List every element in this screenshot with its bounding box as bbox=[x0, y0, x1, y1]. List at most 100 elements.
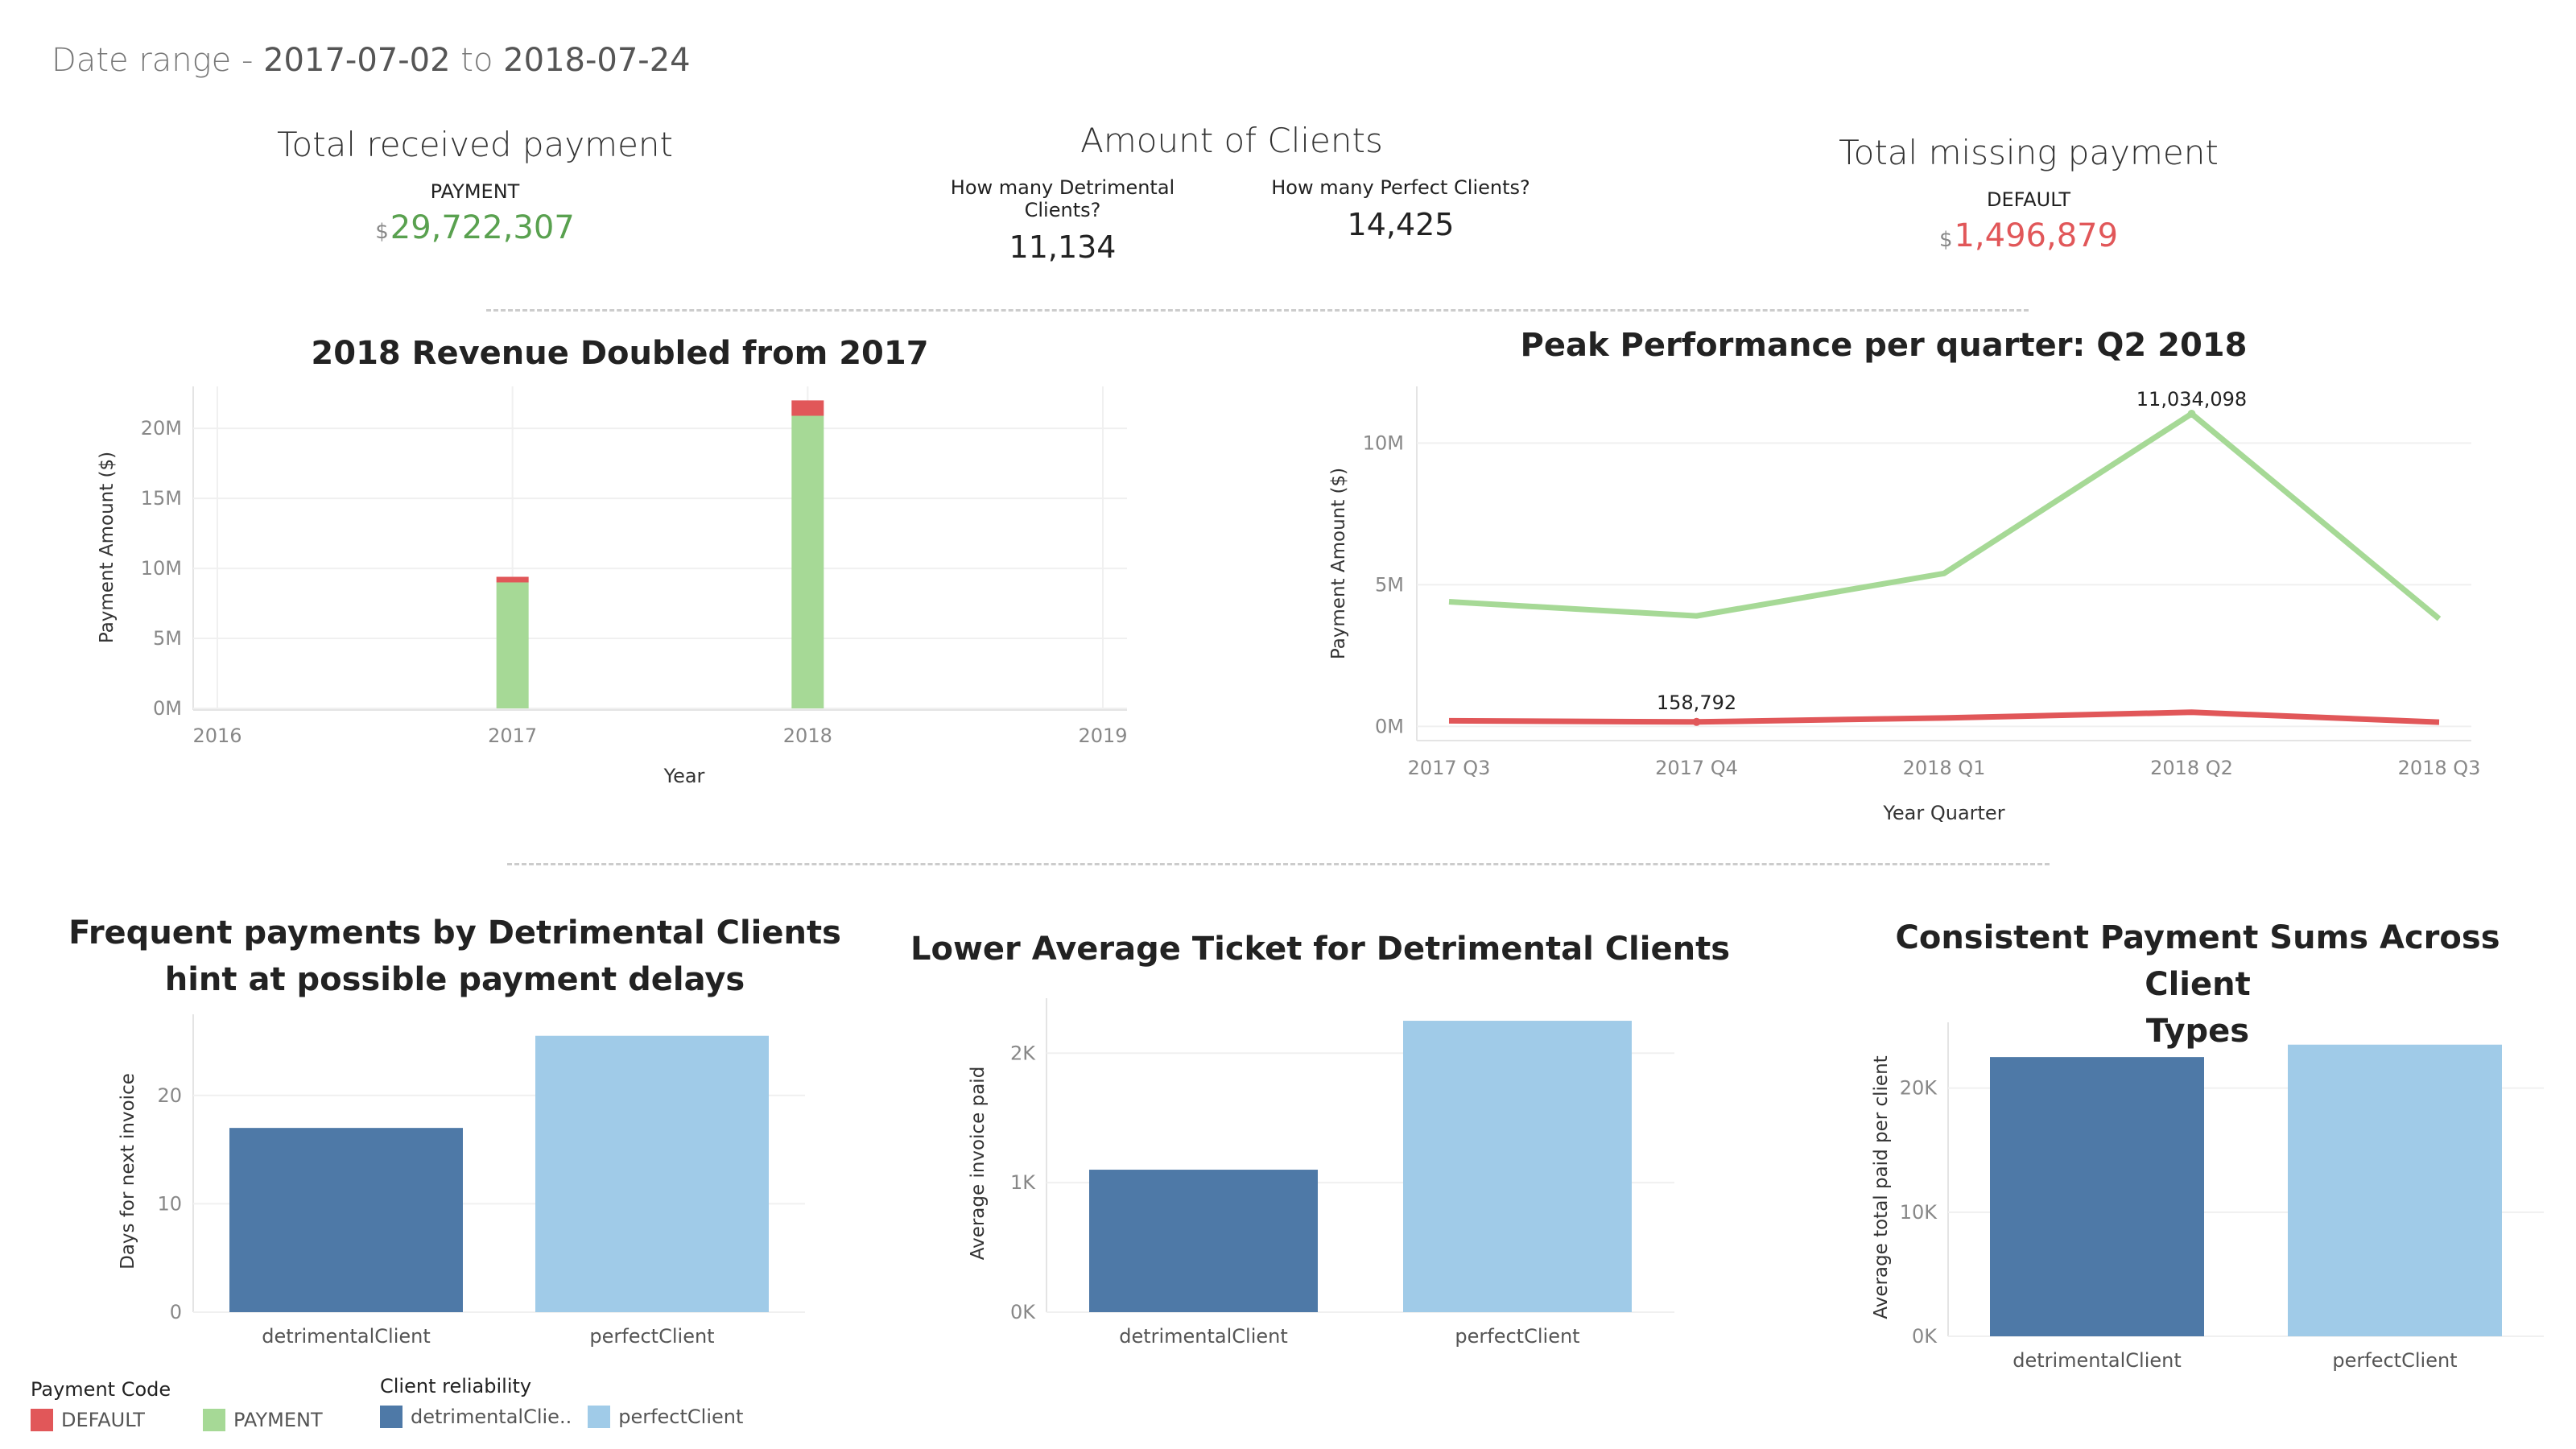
annotation-point bbox=[2187, 409, 2196, 418]
y-axis-label: Average total paid per client bbox=[1871, 1055, 1892, 1319]
x-tick-label: perfectClient bbox=[1455, 1325, 1579, 1348]
series-line-payment bbox=[1448, 411, 2442, 621]
x-tick-label: 2018 Q3 bbox=[2398, 757, 2481, 779]
x-tick-label: detrimentalClient bbox=[262, 1325, 431, 1348]
y-tick-label: 10 bbox=[157, 1192, 182, 1215]
y-axis-label: Payment Amount ($) bbox=[1328, 468, 1349, 659]
x-tick-label: 2018 Q2 bbox=[2150, 757, 2233, 779]
y-tick-label: 0 bbox=[170, 1301, 182, 1323]
y-tick-label: 20M bbox=[141, 417, 182, 440]
legend-detrimental-swatch bbox=[380, 1406, 402, 1428]
x-tick-label: detrimentalClient bbox=[1119, 1325, 1288, 1348]
chart-title-line: Frequent payments by Detrimental Clients bbox=[68, 914, 841, 952]
kpi-perfect-value: 14,425 bbox=[1347, 207, 1455, 242]
kpi-received: Total received payment PAYMENT $29,722,3… bbox=[258, 125, 692, 246]
date-range: Date range - 2017-07-02 to 2018-07-24 bbox=[52, 42, 691, 79]
chart-average-invoice: 0K 1K 2K detrimentalClient perfectClient Aver… bbox=[968, 998, 1674, 1348]
legend-payment-swatch bbox=[202, 1409, 225, 1431]
kpi-clients-title: Amount of Clients bbox=[1080, 121, 1383, 160]
chart-sums-title: Consistent Payment Sums Across Client Typ… bbox=[1852, 914, 2544, 1055]
kpi-missing-value: 1,496,879 bbox=[1954, 217, 2119, 254]
chart-title-line: Lower Average Ticket for Detrimental Cli… bbox=[910, 931, 1731, 968]
legend-payment-label: PAYMENT bbox=[233, 1409, 323, 1431]
y-axis-label: Payment Amount ($) bbox=[97, 452, 118, 643]
x-tick-label: 2016 bbox=[192, 724, 242, 747]
bar-default bbox=[496, 576, 529, 583]
data-label: 11,034,098 bbox=[2136, 388, 2247, 411]
y-tick-label: 2K bbox=[1010, 1042, 1036, 1064]
bar-perfectClient bbox=[1403, 1021, 1632, 1312]
y-tick-label: 0K bbox=[1010, 1301, 1036, 1323]
kpi-detrimental-label: How many Detrimental Clients? bbox=[950, 176, 1175, 221]
chart-title-line: Types bbox=[2145, 1013, 2250, 1050]
y-tick-label: 0K bbox=[1912, 1325, 1938, 1348]
x-tick-label: 2017 Q4 bbox=[1655, 757, 1738, 779]
chart-days-for-next-invoice: 0 10 20 detrimentalClient perfectClient Days … bbox=[118, 1014, 805, 1348]
y-tick-label: 1K bbox=[1010, 1171, 1036, 1194]
kpi-perfect-label: How many Perfect Clients? bbox=[1271, 176, 1530, 199]
bar-perfectClient bbox=[2288, 1044, 2502, 1336]
divider-top bbox=[486, 309, 2029, 312]
series-line-default bbox=[1448, 709, 2440, 725]
end-date: 2018-07-24 bbox=[503, 42, 691, 79]
bar-detrimentalClient bbox=[1990, 1057, 2204, 1336]
x-tick-label: detrimentalClient bbox=[2013, 1349, 2182, 1372]
x-axis-label: Year Quarter bbox=[1882, 802, 2004, 824]
kpi-missing-title: Total missing payment bbox=[1839, 133, 2219, 172]
legend-default-swatch bbox=[31, 1409, 53, 1431]
legend-default-label: DEFAULT bbox=[61, 1409, 145, 1431]
legend-payment-code: Payment Code DEFAULT PAYMENT bbox=[31, 1378, 369, 1431]
legend-item-default[interactable]: DEFAULT bbox=[31, 1409, 145, 1431]
kpi-missing: Total missing payment DEFAULT $1,496,879 bbox=[1811, 133, 2246, 254]
kpi-missing-value-wrap: $1,496,879 bbox=[1811, 217, 2246, 254]
bar-payment bbox=[496, 582, 529, 708]
chart-performance-by-quarter: 0M 5M 10M 2017 Q3 2017 Q4 2018 Q1 2018 Q2 2018 … bbox=[1328, 386, 2481, 824]
kpi-received-label: PAYMENT bbox=[430, 180, 520, 203]
legend-item-payment[interactable]: PAYMENT bbox=[202, 1409, 323, 1431]
y-tick-label: 20K bbox=[1900, 1077, 1938, 1100]
bar-detrimentalClient bbox=[1089, 1170, 1318, 1312]
x-tick-label: 2017 Q3 bbox=[1408, 757, 1491, 779]
chart-days-title: Frequent payments by Detrimental Clients… bbox=[48, 910, 861, 1003]
chart-quarter-title: Peak Performance per quarter: Q2 2018 bbox=[1520, 327, 2248, 364]
x-tick-label: 2019 bbox=[1078, 724, 1127, 747]
kpi-received-value: 29,722,307 bbox=[390, 209, 575, 246]
legend-client-reliability: Client reliability detrimentalClie.. per… bbox=[380, 1375, 799, 1428]
kpi-received-currency: $ bbox=[375, 220, 389, 244]
kpi-received-title: Total received payment bbox=[276, 125, 674, 164]
bar-default bbox=[791, 400, 824, 416]
kpi-missing-currency: $ bbox=[1938, 228, 1953, 252]
legend-perfect-label: perfectClient bbox=[618, 1406, 744, 1428]
y-tick-label: 10K bbox=[1900, 1201, 1938, 1224]
legend-item-detrimental[interactable]: detrimentalClie.. bbox=[380, 1406, 572, 1428]
x-axis-label: Year bbox=[663, 765, 705, 787]
y-tick-label: 0M bbox=[153, 697, 182, 720]
chart-average-total-paid: 0K 10K 20K detrimentalClient perfectClient Av… bbox=[1871, 1022, 2544, 1372]
kpi-clients: Amount of Clients How many Detrimental C… bbox=[886, 121, 1578, 265]
kpi-received-value-wrap: $29,722,307 bbox=[258, 209, 692, 246]
legend-detrimental-label: detrimentalClie.. bbox=[411, 1406, 572, 1428]
bar-payment bbox=[791, 415, 824, 708]
x-tick-label: 2017 bbox=[488, 724, 537, 747]
kpi-missing-label: DEFAULT bbox=[1987, 188, 2070, 211]
y-tick-label: 15M bbox=[141, 487, 182, 510]
kpi-detrimental-value: 11,134 bbox=[1009, 229, 1117, 265]
x-tick-label: perfectClient bbox=[2332, 1349, 2457, 1372]
divider-middle bbox=[507, 863, 2050, 865]
y-axis-label: Days for next invoice bbox=[118, 1073, 138, 1269]
chart-title-line: Consistent Payment Sums Across Client bbox=[1895, 919, 2500, 1003]
annotation-point bbox=[1692, 717, 1701, 726]
x-tick-label: perfectClient bbox=[589, 1325, 714, 1348]
legend-client-reliability-title: Client reliability bbox=[380, 1375, 532, 1397]
x-tick-label: 2018 bbox=[783, 724, 832, 747]
bar-detrimentalClient bbox=[229, 1128, 463, 1312]
y-tick-label: 0M bbox=[1375, 715, 1404, 737]
chart-title-line: hint at possible payment delays bbox=[164, 961, 745, 998]
y-tick-label: 10M bbox=[141, 557, 182, 580]
y-axis-label: Average invoice paid bbox=[968, 1067, 989, 1261]
date-range-to: to bbox=[450, 42, 504, 79]
legend-perfect-swatch bbox=[588, 1406, 611, 1428]
y-tick-label: 10M bbox=[1363, 431, 1404, 454]
data-label: 158,792 bbox=[1657, 691, 1736, 714]
legend-item-perfect[interactable]: perfectClient bbox=[588, 1406, 743, 1428]
